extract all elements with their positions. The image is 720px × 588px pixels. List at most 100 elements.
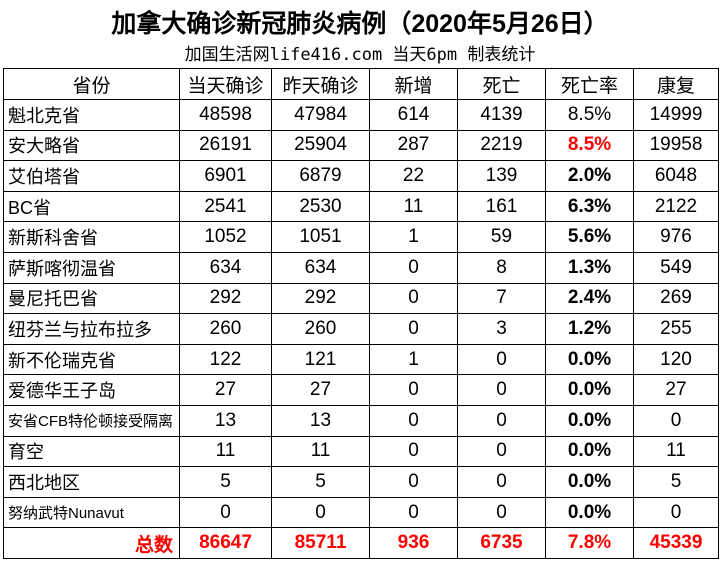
cell-province: 魁北克省 [3, 99, 180, 131]
total-new: 936 [369, 527, 458, 559]
table-row: 萨斯喀彻温省 634 634 0 8 1.3% 549 [3, 251, 719, 284]
cell-deaths: 8 [457, 251, 546, 284]
cell-yesterday: 5 [271, 466, 370, 498]
cell-death-rate: 1.2% [545, 313, 634, 345]
cell-yesterday: 25904 [271, 129, 370, 162]
table-row: BC省 2541 2530 11 161 6.3% 2122 [3, 190, 719, 223]
cell-province: 艾伯塔省 [3, 160, 180, 192]
total-today: 86647 [179, 527, 272, 559]
cell-deaths: 7 [457, 282, 546, 315]
cell-yesterday: 260 [271, 313, 370, 345]
cell-death-rate: 0.0% [545, 374, 634, 406]
cell-death-rate: 6.3% [545, 190, 634, 223]
cell-province: 萨斯喀彻温省 [3, 251, 180, 284]
cell-province: BC省 [3, 190, 180, 223]
cell-today: 634 [179, 251, 272, 284]
table-row: 新不伦瑞克省 122 121 1 0 0.0% 120 [3, 343, 719, 376]
cell-new: 0 [369, 435, 458, 468]
cell-recovered: 6048 [633, 160, 719, 192]
cell-deaths: 0 [457, 404, 546, 437]
cell-recovered: 0 [633, 404, 719, 437]
total-yesterday: 85711 [271, 527, 370, 559]
cell-yesterday: 121 [271, 343, 370, 376]
cell-deaths: 0 [457, 435, 546, 468]
cell-death-rate: 2.4% [545, 282, 634, 315]
cell-new: 0 [369, 466, 458, 498]
cases-table: 省份 当天确诊 昨天确诊 新增 死亡 死亡率 康复 魁北克省 48598 47984 614 413… [3, 68, 719, 559]
table-row: 曼尼托巴省 292 292 0 7 2.4% 269 [3, 282, 719, 315]
cell-recovered: 11 [633, 435, 719, 468]
cell-new: 287 [369, 129, 458, 162]
cell-new: 0 [369, 374, 458, 406]
cell-death-rate: 0.0% [545, 404, 634, 437]
cell-new: 22 [369, 160, 458, 192]
cell-deaths: 0 [457, 374, 546, 406]
total-death-rate: 7.8% [545, 527, 634, 559]
cell-deaths: 59 [457, 221, 546, 253]
cell-yesterday: 0 [271, 496, 370, 529]
cell-yesterday: 292 [271, 282, 370, 315]
cell-death-rate: 5.6% [545, 221, 634, 253]
total-province: 总数 [3, 527, 180, 559]
cell-new: 11 [369, 190, 458, 223]
cell-new: 0 [369, 251, 458, 284]
cell-deaths: 0 [457, 343, 546, 376]
cell-province: 新不伦瑞克省 [3, 343, 180, 376]
header-row: 省份 当天确诊 昨天确诊 新增 死亡 死亡率 康复 [3, 68, 719, 100]
cell-yesterday: 6879 [271, 160, 370, 192]
header-yesterday: 昨天确诊 [271, 68, 370, 100]
cell-death-rate: 1.3% [545, 251, 634, 284]
cell-today: 11 [179, 435, 272, 468]
cell-death-rate: 0.0% [545, 466, 634, 498]
header-new: 新增 [369, 68, 458, 100]
cell-deaths: 0 [457, 496, 546, 529]
cell-death-rate: 0.0% [545, 435, 634, 468]
cell-new: 0 [369, 496, 458, 529]
header-recovered: 康复 [633, 68, 719, 100]
cell-recovered: 120 [633, 343, 719, 376]
cell-recovered: 2122 [633, 190, 719, 223]
subtitle: 加国生活网life416.com 当天6pm 制表统计 [184, 45, 536, 65]
cell-province: 新斯科舍省 [3, 221, 180, 253]
cell-province: 安省CFB特伦顿接受隔离 [3, 404, 180, 437]
header-deaths: 死亡 [457, 68, 546, 100]
cell-province: 西北地区 [3, 466, 180, 498]
cell-recovered: 5 [633, 466, 719, 498]
table-row: 安大略省 26191 25904 287 2219 8.5% 19958 [3, 129, 719, 162]
cell-today: 26191 [179, 129, 272, 162]
cell-death-rate: 0.0% [545, 343, 634, 376]
cell-new: 0 [369, 282, 458, 315]
cell-today: 260 [179, 313, 272, 345]
cell-today: 122 [179, 343, 272, 376]
cell-yesterday: 2530 [271, 190, 370, 223]
cell-recovered: 269 [633, 282, 719, 315]
cell-yesterday: 47984 [271, 99, 370, 131]
cell-death-rate: 8.5% [545, 99, 634, 131]
table-row: 努纳武特Nunavut 0 0 0 0 0.0% 0 [3, 496, 719, 529]
header-today: 当天确诊 [179, 68, 272, 100]
page-title: 加拿大确诊新冠肺炎病例（2020年5月26日） [111, 10, 609, 38]
table-row: 育空 11 11 0 0 0.0% 11 [3, 435, 719, 468]
cell-province: 纽芬兰与拉布拉多 [3, 313, 180, 345]
cell-recovered: 549 [633, 251, 719, 284]
cell-today: 5 [179, 466, 272, 498]
table-row: 安省CFB特伦顿接受隔离 13 13 0 0 0.0% 0 [3, 404, 719, 437]
cell-new: 1 [369, 221, 458, 253]
table-row: 艾伯塔省 6901 6879 22 139 2.0% 6048 [3, 160, 719, 192]
cell-yesterday: 634 [271, 251, 370, 284]
cell-today: 1052 [179, 221, 272, 253]
cell-today: 48598 [179, 99, 272, 131]
cell-new: 0 [369, 313, 458, 345]
cell-recovered: 27 [633, 374, 719, 406]
cell-today: 0 [179, 496, 272, 529]
cell-new: 0 [369, 404, 458, 437]
cell-death-rate: 8.5% [545, 129, 634, 162]
total-recovered: 45339 [633, 527, 719, 559]
table-row: 爱德华王子岛 27 27 0 0 0.0% 27 [3, 374, 719, 406]
cell-death-rate: 0.0% [545, 496, 634, 529]
header-province: 省份 [3, 68, 180, 100]
cell-yesterday: 13 [271, 404, 370, 437]
total-deaths: 6735 [457, 527, 546, 559]
cell-recovered: 976 [633, 221, 719, 253]
cell-deaths: 4139 [457, 99, 546, 131]
